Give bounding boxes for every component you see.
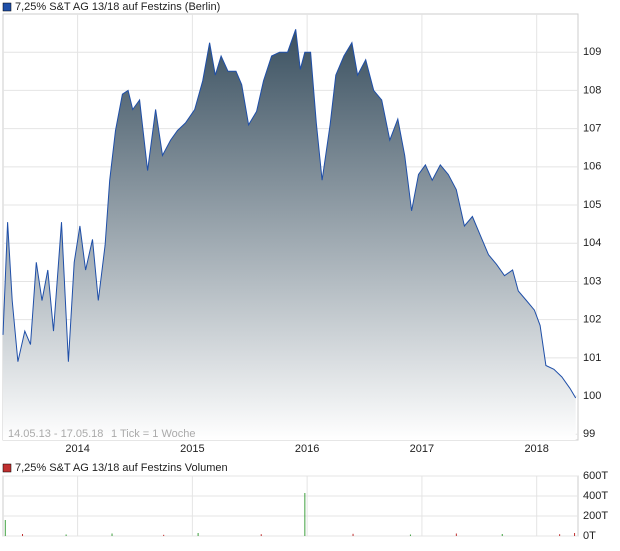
y-tick-label: 107 bbox=[583, 123, 601, 135]
volume-bar bbox=[163, 534, 165, 536]
chart-title: 7,25% S&T AG 13/18 auf Festzins Volumen bbox=[15, 462, 228, 474]
y-tick-label: 106 bbox=[583, 161, 601, 173]
y-tick-label: 109 bbox=[583, 46, 601, 58]
volume-bar bbox=[455, 533, 457, 536]
volume-bar bbox=[559, 534, 561, 536]
volume-bar bbox=[409, 534, 411, 536]
volume-bar bbox=[111, 533, 113, 536]
y-tick-label: 104 bbox=[583, 237, 601, 249]
x-tick-label: 2014 bbox=[65, 443, 89, 455]
volume-bar bbox=[4, 520, 6, 536]
volume-bar bbox=[22, 534, 24, 536]
x-tick-label: 2018 bbox=[524, 443, 548, 455]
y-tick-label: 105 bbox=[583, 199, 601, 211]
price-line bbox=[2, 29, 577, 399]
y-tick-label: 99 bbox=[583, 428, 595, 440]
y-tick-label: 400T bbox=[583, 490, 608, 502]
y-tick-label: 200T bbox=[583, 510, 608, 522]
y-tick-label: 108 bbox=[583, 84, 601, 96]
y-tick-label: 101 bbox=[583, 352, 601, 364]
x-tick-label: 2016 bbox=[295, 443, 319, 455]
volume-bar bbox=[197, 533, 199, 536]
y-tick-label: 600T bbox=[583, 470, 608, 482]
volume-bar bbox=[501, 534, 503, 536]
annotation: 1 Tick = 1 Woche bbox=[111, 428, 195, 440]
volume-bar bbox=[65, 534, 67, 536]
x-tick-label: 2017 bbox=[410, 443, 434, 455]
volume-bar bbox=[304, 493, 306, 536]
y-tick-label: 100 bbox=[583, 390, 601, 402]
plot-area bbox=[2, 475, 579, 537]
annotation: 14.05.13 - 17.05.18 bbox=[8, 428, 103, 440]
x-tick-label: 2015 bbox=[180, 443, 204, 455]
legend-swatch bbox=[2, 2, 12, 12]
legend-swatch bbox=[2, 463, 12, 473]
y-tick-label: 103 bbox=[583, 275, 601, 287]
y-tick-label: 0T bbox=[583, 530, 596, 542]
y-tick-label: 102 bbox=[583, 314, 601, 326]
volume-bar bbox=[260, 534, 262, 536]
volume-bar bbox=[574, 533, 576, 536]
chart-title: 7,25% S&T AG 13/18 auf Festzins (Berlin) bbox=[15, 1, 220, 13]
volume-bar bbox=[352, 533, 354, 536]
area-fill bbox=[3, 29, 576, 441]
